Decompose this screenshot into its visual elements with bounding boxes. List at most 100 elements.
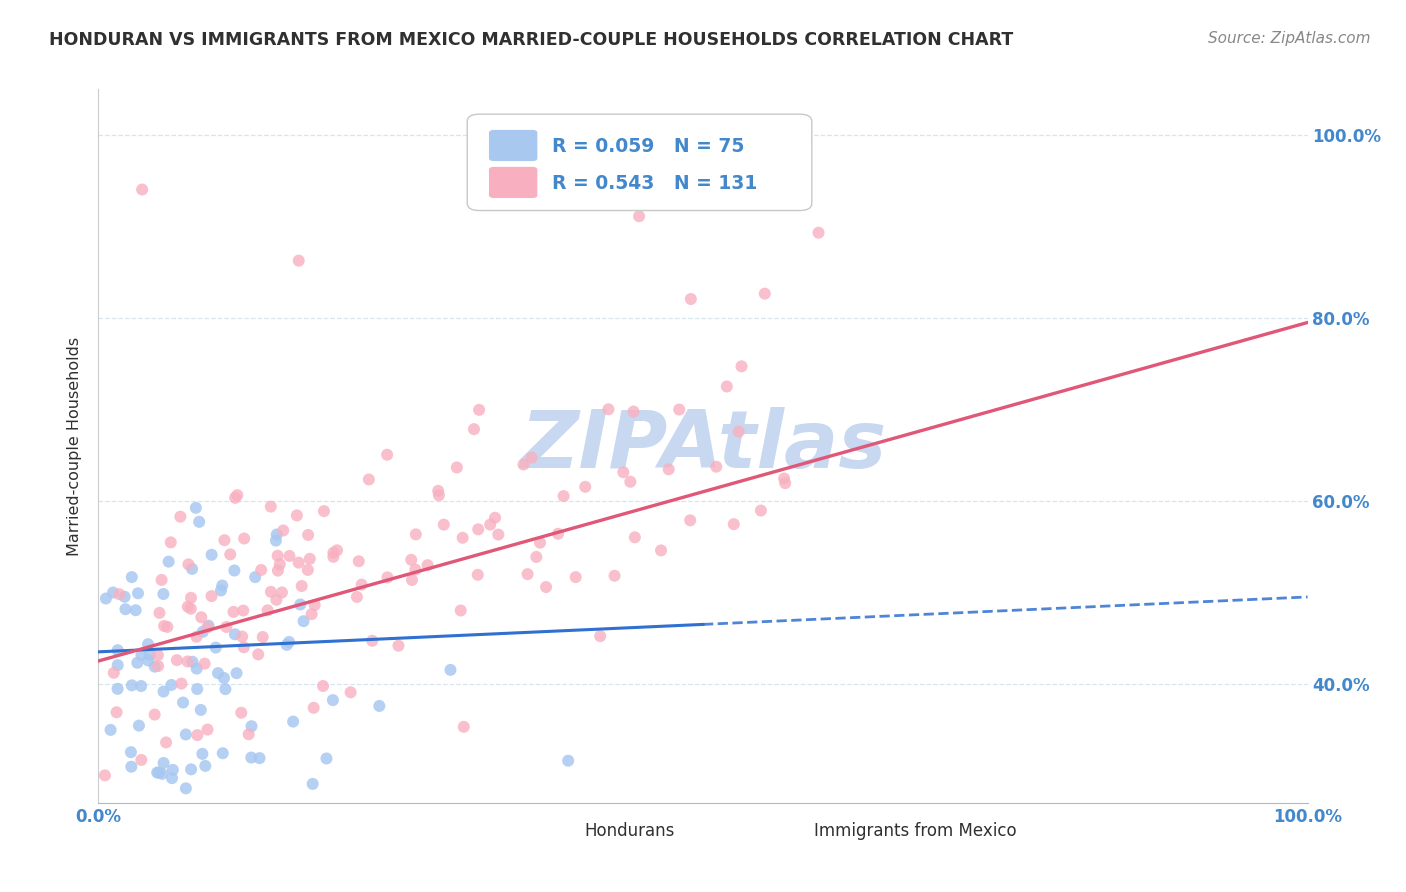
Point	[754, 286, 776, 301]
Point	[139, 648, 162, 662]
Point	[529, 535, 551, 549]
Point	[233, 532, 256, 546]
Point	[157, 555, 180, 569]
Point	[404, 563, 426, 577]
Point	[180, 601, 202, 615]
Point	[266, 527, 288, 541]
Point	[127, 586, 149, 600]
Point	[368, 698, 391, 713]
Text: ZIPAtlas: ZIPAtlas	[520, 407, 886, 485]
Point	[180, 591, 202, 605]
Point	[624, 530, 647, 544]
Point	[260, 500, 283, 514]
Point	[114, 590, 136, 604]
Point	[252, 630, 274, 644]
Point	[484, 510, 506, 524]
Point	[301, 777, 323, 791]
Point	[146, 765, 169, 780]
Point	[101, 585, 124, 599]
Point	[120, 760, 142, 774]
Point	[450, 603, 472, 617]
Point	[181, 562, 204, 576]
Point	[773, 471, 796, 485]
Point	[346, 590, 368, 604]
Point	[186, 681, 208, 696]
Point	[129, 753, 152, 767]
Point	[107, 658, 129, 673]
Point	[589, 629, 612, 643]
Point	[103, 665, 125, 680]
Point	[524, 549, 547, 564]
Point	[322, 546, 344, 560]
Point	[446, 460, 468, 475]
Point	[260, 584, 283, 599]
Text: R = 0.543   N = 131: R = 0.543 N = 131	[551, 174, 756, 193]
Point	[197, 618, 219, 632]
Point	[553, 489, 575, 503]
Point	[143, 707, 166, 722]
Point	[427, 488, 450, 502]
Point	[100, 723, 122, 737]
Point	[326, 543, 349, 558]
Point	[287, 556, 309, 570]
Point	[433, 517, 456, 532]
Point	[191, 624, 214, 639]
Point	[224, 627, 246, 641]
Point	[181, 655, 204, 669]
Point	[152, 756, 174, 770]
Point	[224, 564, 246, 578]
Point	[153, 619, 176, 633]
Point	[107, 681, 129, 696]
Point	[658, 462, 681, 476]
Point	[357, 473, 380, 487]
Point	[152, 587, 174, 601]
Point	[619, 475, 641, 489]
Point	[152, 684, 174, 698]
Point	[347, 554, 370, 568]
Point	[439, 663, 461, 677]
Point	[278, 549, 301, 563]
Point	[232, 640, 254, 655]
Point	[247, 648, 270, 662]
Point	[322, 549, 344, 564]
Text: HONDURAN VS IMMIGRANTS FROM MEXICO MARRIED-COUPLE HOUSEHOLDS CORRELATION CHART: HONDURAN VS IMMIGRANTS FROM MEXICO MARRI…	[49, 31, 1014, 49]
Point	[285, 508, 308, 523]
Point	[127, 656, 149, 670]
Point	[271, 524, 294, 538]
Point	[297, 563, 319, 577]
Text: R = 0.059   N = 75: R = 0.059 N = 75	[551, 136, 744, 156]
Point	[238, 727, 260, 741]
Point	[176, 655, 198, 669]
Point	[231, 706, 253, 720]
Point	[169, 509, 191, 524]
Point	[377, 570, 399, 584]
Point	[716, 379, 738, 393]
Point	[315, 751, 337, 765]
Point	[128, 718, 150, 732]
Point	[231, 630, 253, 644]
Point	[162, 763, 184, 777]
Point	[212, 671, 235, 685]
Point	[350, 577, 373, 591]
Point	[512, 458, 534, 472]
Point	[361, 633, 384, 648]
Point	[628, 209, 651, 223]
Point	[105, 705, 128, 719]
Point	[160, 678, 183, 692]
Point	[304, 598, 326, 612]
Point	[136, 653, 159, 667]
Point	[312, 504, 335, 518]
Point	[401, 573, 423, 587]
Point	[136, 637, 159, 651]
Point	[479, 517, 502, 532]
Point	[291, 579, 314, 593]
Point	[807, 226, 830, 240]
Point	[623, 404, 645, 418]
Point	[339, 685, 361, 699]
Point	[201, 548, 224, 562]
Point	[190, 610, 212, 624]
Point	[723, 517, 745, 532]
Point	[143, 659, 166, 673]
Point	[730, 359, 752, 374]
Point	[312, 679, 335, 693]
